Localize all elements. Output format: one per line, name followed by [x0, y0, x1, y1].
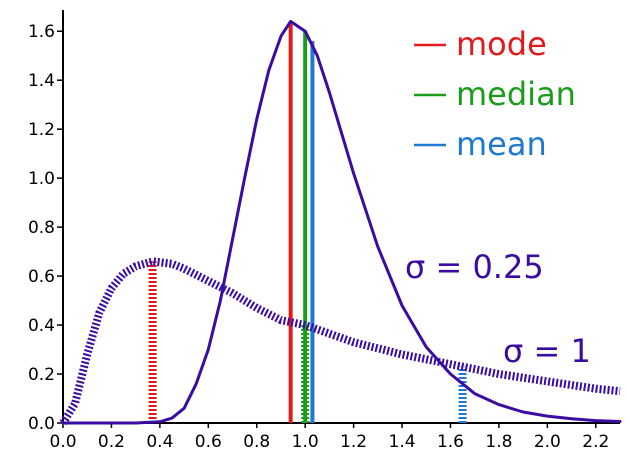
- x-tick-label: 2.2: [582, 432, 609, 452]
- y-tick-label: 0.4: [28, 316, 55, 336]
- legend-label-median: median: [456, 75, 576, 113]
- legend-label-mean: mean: [456, 125, 547, 163]
- x-tick-label: 0.2: [98, 432, 125, 452]
- x-tick-label: 1.0: [292, 432, 319, 452]
- y-tick-label: 1.2: [28, 120, 55, 140]
- legend-label-mode: mode: [456, 25, 547, 63]
- y-tick-label: 0.0: [28, 414, 55, 434]
- x-tick-label: 1.8: [485, 432, 512, 452]
- curve-labels: σ = 0.25 σ = 1: [405, 248, 591, 370]
- y-tick-label: 0.8: [28, 218, 55, 238]
- x-tick-label: 0.0: [49, 432, 76, 452]
- y-tick-label: 1.6: [28, 22, 55, 42]
- curve-label-0-25: σ = 0.25: [405, 248, 544, 286]
- legend: mode median mean: [414, 25, 576, 163]
- x-tick-label: 2.0: [534, 432, 561, 452]
- stat-markers: [148, 21, 467, 423]
- x-tick-label: 1.4: [389, 432, 416, 452]
- x-tick-label: 0.4: [146, 432, 173, 452]
- curve-label-1: σ = 1: [503, 332, 591, 370]
- x-tick-label: 1.2: [340, 432, 367, 452]
- y-tick-label: 1.0: [28, 169, 55, 189]
- x-tick-label: 1.6: [437, 432, 464, 452]
- y-tick-label: 0.6: [28, 267, 55, 287]
- curve-1: [59, 257, 621, 426]
- curve-0-25: [61, 19, 622, 425]
- x-tick-label: 0.8: [243, 432, 270, 452]
- y-tick-label: 1.4: [28, 71, 55, 91]
- x-tick-label: 0.6: [195, 432, 222, 452]
- curves: [59, 19, 622, 426]
- axes: 0.0 0.2 0.4 0.6 0.8 1.0 1.2 1.4 1.6 0.0 0.2 0.4 0.6 0…: [28, 10, 620, 452]
- y-tick-label: 0.2: [28, 365, 55, 385]
